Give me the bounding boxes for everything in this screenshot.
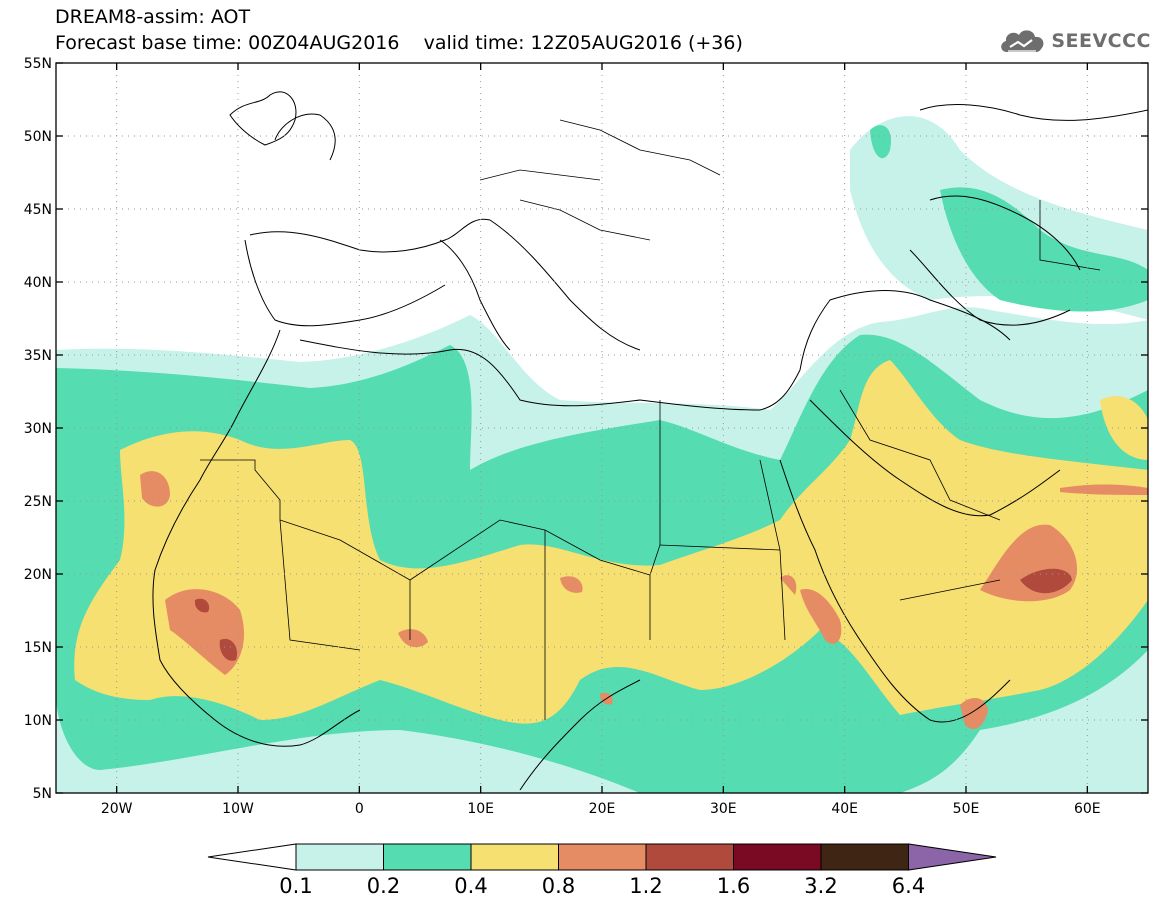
lat-tick-label: 25N <box>24 494 52 510</box>
country-borders <box>200 119 1101 720</box>
colorbar-above-triangle <box>908 843 997 871</box>
lon-tick-label: 10E <box>467 801 494 817</box>
forecast-time-line: Forecast base time: 00Z04AUG2016 valid t… <box>55 32 743 54</box>
colorbar-swatch-0.1-0.2 <box>295 843 384 871</box>
lat-tick-label: 45N <box>24 202 52 218</box>
aot-field <box>56 116 1148 793</box>
lon-tick-label: 20E <box>589 801 616 817</box>
lat-tick-label: 40N <box>24 275 52 291</box>
colorbar: 0.1 0.2 0.4 0.8 1.2 1.6 3.2 6.4 <box>207 843 997 898</box>
lon-tick-label: 20W <box>101 801 133 817</box>
coastlines <box>152 91 1148 791</box>
seevccc-logo: SEEVCCC <box>998 26 1151 56</box>
colorbar-label: 6.4 <box>892 874 925 898</box>
colorbar-label: 1.2 <box>629 874 662 898</box>
colorbar-label: 3.2 <box>804 874 837 898</box>
lon-tick-label: 30E <box>710 801 737 817</box>
colorbar-swatch-0.8-1.2 <box>558 843 647 871</box>
colorbar-swatch-1.2-1.6 <box>645 843 734 871</box>
lon-tick-label: 40E <box>831 801 858 817</box>
lat-tick-label: 30N <box>24 421 52 437</box>
colorbar-label: 0.1 <box>279 874 312 898</box>
lon-tick-label: 50E <box>953 801 980 817</box>
lat-tick-label: 15N <box>24 640 52 656</box>
tick-marks <box>56 62 1148 794</box>
lat-tick-label: 55N <box>24 56 52 72</box>
logo-text: SEEVCCC <box>1051 30 1151 52</box>
lon-tick-label: 10W <box>222 801 254 817</box>
lon-tick-label: 0 <box>355 801 364 817</box>
lat-tick-label: 35N <box>24 348 52 364</box>
colorbar-swatch-3.2-6.4 <box>820 843 909 871</box>
lat-tick-label: 20N <box>24 567 52 583</box>
lon-tick-labels: 20W 10W 0 10E 20E 30E 40E 50E 60E <box>101 801 1101 817</box>
map-title: DREAM8-assim: AOT <box>55 6 251 28</box>
lat-tick-label: 50N <box>24 129 52 145</box>
colorbar-below-triangle <box>207 843 297 871</box>
cloud-logo-icon <box>1001 30 1044 52</box>
lat-tick-labels: 5N 10N 15N 20N 25N 30N 35N 40N 45N 50N 55N <box>24 56 52 802</box>
aot-band-1.2-1.6 <box>194 568 1072 661</box>
colorbar-label: 0.4 <box>454 874 487 898</box>
lat-tick-label: 10N <box>24 713 52 729</box>
lat-tick-label: 5N <box>33 786 52 802</box>
colorbar-label: 0.8 <box>542 874 575 898</box>
graticule <box>56 63 1148 793</box>
colorbar-swatch-0.2-0.4 <box>383 843 472 871</box>
lon-tick-label: 60E <box>1074 801 1101 817</box>
colorbar-swatch-1.6-3.2 <box>733 843 822 871</box>
colorbar-label: 1.6 <box>717 874 750 898</box>
colorbar-label: 0.2 <box>367 874 400 898</box>
colorbar-swatch-0.4-0.8 <box>470 843 559 871</box>
